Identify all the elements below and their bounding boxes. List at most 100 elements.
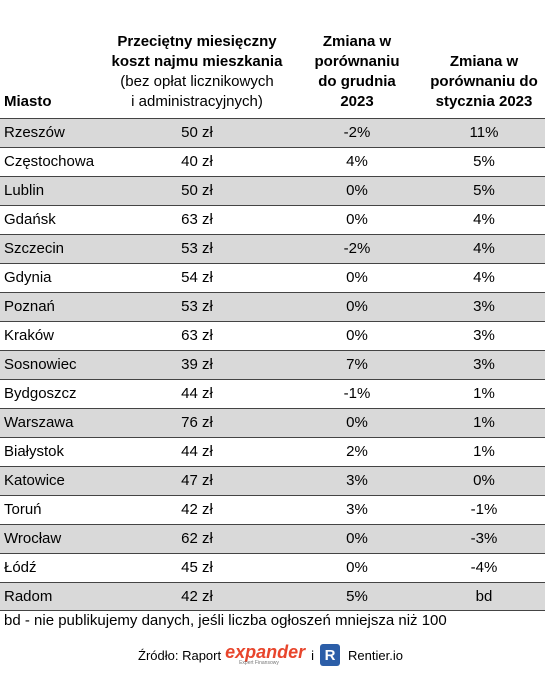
table-row: Wrocław 62 zł 0% -3% — [0, 524, 545, 553]
header-line: 2023 — [340, 93, 374, 110]
table-row: Katowice 47 zł 3% 0% — [0, 466, 545, 495]
table-cell: 3% — [346, 501, 368, 518]
table-cell: 62 zł — [181, 530, 213, 547]
column-header: Zmiana w porównaniu do stycznia 2023 — [420, 0, 545, 116]
table-row: Warszawa 76 zł 0% 1% — [0, 408, 545, 437]
header-line: Przeciętny miesięczny — [117, 33, 277, 50]
rentier-mark: R — [320, 644, 341, 666]
table-cell: Białystok — [4, 443, 65, 460]
header-line: (bez opłat licznikowych — [120, 73, 274, 90]
table-cell: Częstochowa — [4, 153, 95, 170]
table-cell: 47 zł — [181, 472, 213, 489]
table-cell: Katowice — [4, 472, 65, 489]
table-row: Toruń 42 zł 3% -1% — [0, 495, 545, 524]
table-cell: 3% — [473, 298, 495, 315]
table-cell: 4% — [473, 269, 495, 286]
table-cell: -3% — [470, 530, 498, 547]
table-cell: 1% — [473, 443, 495, 460]
table-cell: 42 zł — [181, 501, 213, 518]
header-line: porównaniu — [314, 53, 400, 70]
table-row: Kraków 63 zł 0% 3% — [0, 321, 545, 350]
table-cell: 2% — [346, 443, 368, 460]
header-line: Zmiana w — [322, 33, 392, 50]
table-cell: 3% — [346, 472, 368, 489]
table-cell: -1% — [343, 385, 371, 402]
table-cell: 63 zł — [181, 211, 213, 228]
table-cell: 53 zł — [181, 298, 213, 315]
header-line: stycznia 2023 — [435, 93, 533, 110]
table-cell: 4% — [473, 240, 495, 257]
logo-text: expander — [225, 642, 306, 662]
table-row: Poznań 53 zł 0% 3% — [0, 292, 545, 321]
table-cell: 54 zł — [181, 269, 213, 286]
table-row: Bydgoszcz 44 zł -1% 1% — [0, 379, 545, 408]
joiner: i — [311, 647, 315, 663]
table-row: Częstochowa 40 zł 4% 5% — [0, 147, 545, 176]
footnote: bd - nie publikujemy danych, jeśli liczb… — [4, 612, 447, 629]
table-row: Lublin 50 zł 0% 5% — [0, 176, 545, 205]
table-cell: 44 zł — [181, 443, 213, 460]
header-line: koszt najmu mieszkania — [111, 53, 283, 70]
table-row: Radom 42 zł 5% bd — [0, 582, 545, 611]
table-cell: 50 zł — [181, 182, 213, 199]
table-cell: 1% — [473, 414, 495, 431]
table-cell: -1% — [470, 501, 498, 518]
table-cell: -2% — [343, 240, 371, 257]
table-cell: 0% — [346, 211, 368, 228]
table-cell: 42 zł — [181, 588, 213, 605]
table-cell: 1% — [473, 385, 495, 402]
table-cell: 0% — [346, 182, 368, 199]
source-line: Źródło: Raport expander Expert Finansowy… — [138, 643, 403, 667]
table-cell: 44 zł — [181, 385, 213, 402]
table-cell: -4% — [470, 559, 498, 576]
table-cell: 0% — [346, 414, 368, 431]
table-cell: 4% — [473, 211, 495, 228]
header-line: Zmiana w — [449, 53, 519, 70]
table-cell: 0% — [346, 559, 368, 576]
header-line: Miasto — [4, 93, 52, 110]
header-line: do grudnia — [318, 73, 396, 90]
table-row: Rzeszów 50 zł -2% 11% — [0, 118, 545, 147]
table-cell: 45 zł — [181, 559, 213, 576]
table-cell: 0% — [473, 472, 495, 489]
table-cell: Poznań — [4, 298, 55, 315]
table-cell: 63 zł — [181, 327, 213, 344]
table-cell: 5% — [346, 588, 368, 605]
table-cell: Gdynia — [4, 269, 52, 286]
logo-tagline: Expert Finansowy — [239, 660, 279, 666]
table-cell: 3% — [473, 327, 495, 344]
table-cell: 0% — [346, 530, 368, 547]
table-cell: Wrocław — [4, 530, 62, 547]
table-cell: 53 zł — [181, 240, 213, 257]
table-cell: Sosnowiec — [4, 356, 77, 373]
table-cell: Warszawa — [4, 414, 74, 431]
table-cell: Szczecin — [4, 240, 65, 257]
table-cell: 0% — [346, 327, 368, 344]
table-cell: 39 zł — [181, 356, 213, 373]
table-cell: 11% — [469, 124, 499, 141]
table-cell: 0% — [346, 269, 368, 286]
table-cell: Toruń — [4, 501, 42, 518]
table-cell: Rzeszów — [4, 124, 65, 141]
table-row: Sosnowiec 39 zł 7% 3% — [0, 350, 545, 379]
table-row: Białystok 44 zł 2% 1% — [0, 437, 545, 466]
header-line: porównaniu do — [430, 73, 538, 90]
table-cell: bd — [475, 588, 493, 605]
expander-logo: expander Expert Finansowy — [225, 642, 306, 666]
table-cell: 4% — [346, 153, 368, 170]
table-cell: 5% — [473, 182, 495, 199]
rentier-logo: Rentier.io — [348, 647, 403, 663]
table-cell: 5% — [473, 153, 495, 170]
header-line: i administracyjnych) — [131, 93, 263, 110]
table-cell: 0% — [346, 298, 368, 315]
source-label: Źródło: Raport — [138, 647, 222, 663]
table-cell: -2% — [343, 124, 371, 141]
table-cell: Kraków — [4, 327, 55, 344]
column-header: Zmiana w porównaniu do grudnia 2023 — [300, 0, 414, 116]
table-cell: Lublin — [4, 182, 45, 199]
table-cell: 76 zł — [181, 414, 213, 431]
table-row: Gdańsk 63 zł 0% 4% — [0, 205, 545, 234]
table-cell: 3% — [473, 356, 495, 373]
column-header: Miasto — [4, 0, 104, 116]
